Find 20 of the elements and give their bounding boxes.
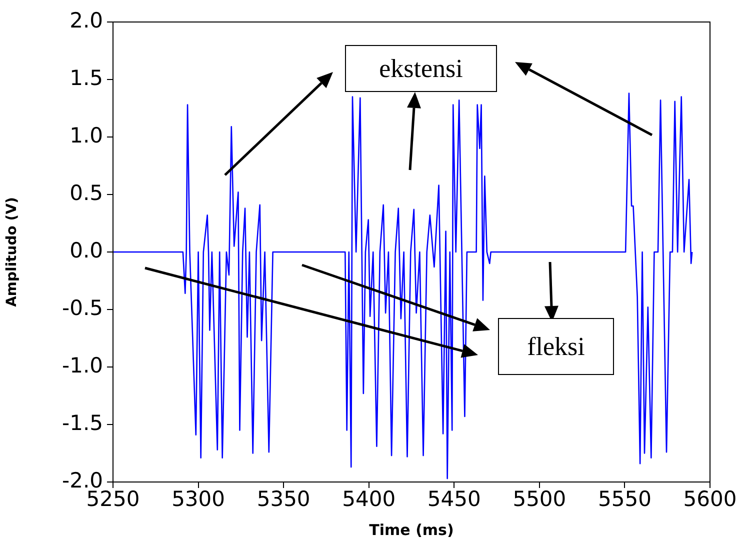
x-tick-label: 5600 (683, 487, 737, 512)
y-tick-label: -1.5 (62, 410, 103, 435)
y-tick-label: -0.5 (62, 296, 103, 320)
x-tick-label: 5350 (256, 487, 310, 512)
x-tick-label: 5450 (427, 487, 481, 512)
y-tick-label: -1.0 (62, 353, 103, 378)
annotation: fleksi (498, 318, 614, 375)
y-tick-label: 2.0 (70, 8, 103, 32)
y-axis-title: Amplitudo (V) (4, 197, 20, 307)
x-tick-label: 5500 (512, 487, 566, 512)
x-tick-label: 5300 (172, 487, 226, 512)
annotation: ekstensi (345, 45, 497, 92)
x-tick-label: 5250 (86, 487, 140, 512)
x-tick-label: 5400 (342, 487, 396, 512)
y-tick-label: 1.5 (70, 66, 103, 90)
x-axis-title: Time (ms) (369, 520, 454, 539)
x-tick-label: 5550 (598, 487, 652, 512)
y-tick-label: 0.0 (70, 238, 103, 262)
y-tick-label: 0.5 (70, 180, 103, 205)
y-tick-label: 1.0 (70, 123, 103, 148)
